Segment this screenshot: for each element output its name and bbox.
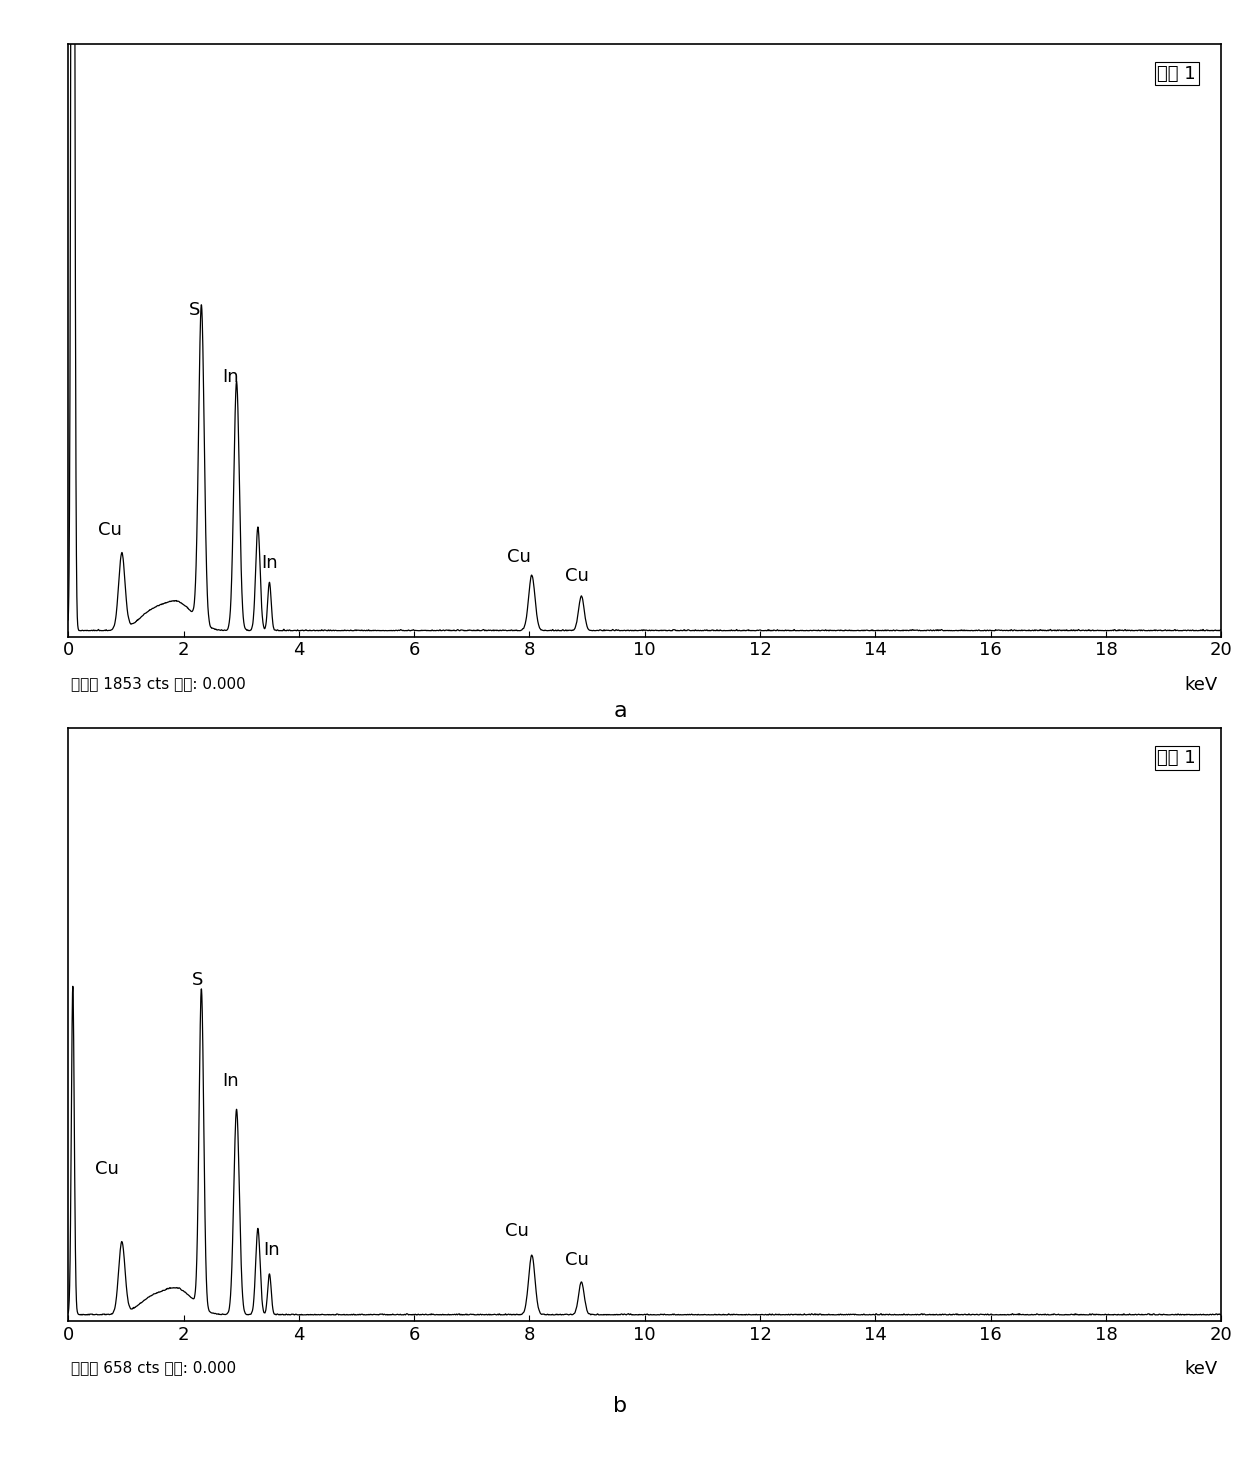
Text: 满量程 1853 cts 光标: 0.000: 满量程 1853 cts 光标: 0.000	[71, 675, 246, 691]
Text: S: S	[192, 971, 203, 989]
Text: Cu: Cu	[98, 522, 122, 539]
Text: Cu: Cu	[565, 567, 589, 585]
Text: 谱图 1: 谱图 1	[1157, 749, 1197, 766]
Text: Cu: Cu	[95, 1160, 119, 1178]
Text: 谱图 1: 谱图 1	[1157, 64, 1197, 82]
Text: a: a	[614, 700, 626, 721]
Text: keV: keV	[1184, 675, 1218, 694]
Text: Cu: Cu	[505, 1222, 528, 1239]
Text: Cu: Cu	[507, 548, 531, 565]
Text: In: In	[263, 1241, 279, 1260]
Text: b: b	[613, 1396, 627, 1417]
Text: In: In	[222, 1072, 239, 1090]
Text: Cu: Cu	[565, 1251, 589, 1269]
Text: keV: keV	[1184, 1360, 1218, 1379]
Text: S: S	[190, 302, 201, 319]
Text: In: In	[222, 368, 239, 387]
Text: 满量程 658 cts 光标: 0.000: 满量程 658 cts 光标: 0.000	[71, 1360, 236, 1376]
Text: In: In	[262, 554, 278, 571]
